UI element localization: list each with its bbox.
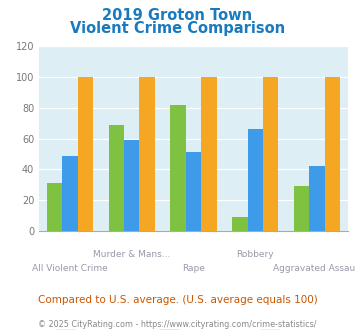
Bar [309, 166, 325, 231]
Legend: Groton Town, Connecticut, National: Groton Town, Connecticut, National [50, 325, 337, 330]
Bar [140, 77, 155, 231]
Bar [124, 140, 140, 231]
Bar [294, 186, 309, 231]
Bar [201, 77, 217, 231]
Bar [109, 125, 124, 231]
Bar [263, 77, 278, 231]
Text: All Violent Crime: All Violent Crime [32, 264, 108, 273]
Text: Murder & Mans...: Murder & Mans... [93, 250, 170, 259]
Bar [47, 183, 62, 231]
Text: Violent Crime Comparison: Violent Crime Comparison [70, 21, 285, 36]
Text: Aggravated Assault: Aggravated Assault [273, 264, 355, 273]
Text: Rape: Rape [182, 264, 205, 273]
Bar [170, 105, 186, 231]
Text: Compared to U.S. average. (U.S. average equals 100): Compared to U.S. average. (U.S. average … [38, 295, 317, 305]
Text: Robbery: Robbery [236, 250, 274, 259]
Text: © 2025 CityRating.com - https://www.cityrating.com/crime-statistics/: © 2025 CityRating.com - https://www.city… [38, 320, 317, 329]
Bar [247, 129, 263, 231]
Text: 2019 Groton Town: 2019 Groton Town [103, 8, 252, 23]
Bar [78, 77, 93, 231]
Bar [325, 77, 340, 231]
Bar [186, 152, 201, 231]
Bar [232, 217, 247, 231]
Bar [62, 155, 78, 231]
